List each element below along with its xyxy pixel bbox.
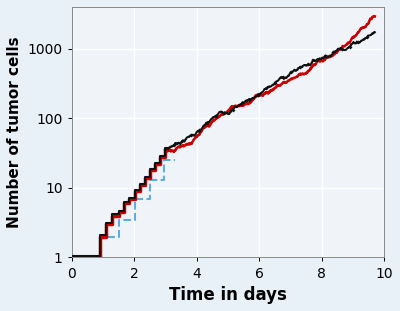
X-axis label: Time in days: Time in days xyxy=(169,286,287,304)
Y-axis label: Number of tumor cells: Number of tumor cells xyxy=(7,36,22,228)
